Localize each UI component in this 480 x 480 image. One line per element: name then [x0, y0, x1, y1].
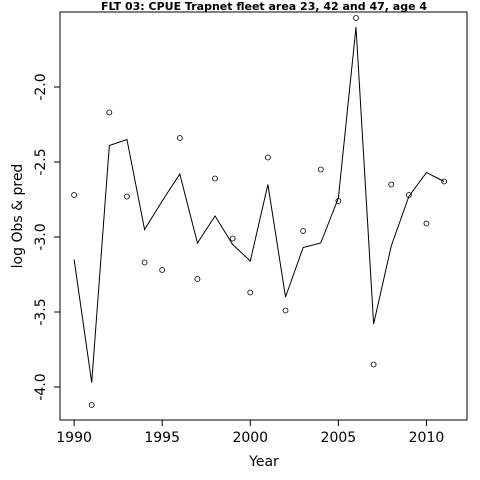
observed-point — [353, 15, 359, 21]
observed-point — [229, 235, 236, 242]
observed-point — [423, 220, 430, 227]
observed-point — [106, 109, 113, 116]
observed-point — [300, 228, 307, 234]
x-axis-label: Year — [248, 454, 279, 470]
observed-point — [265, 154, 271, 161]
plot-frame — [59, 11, 468, 421]
observed-point — [282, 307, 289, 314]
observed-point — [335, 198, 342, 204]
observed-point — [212, 175, 218, 182]
observed-point — [405, 192, 412, 198]
observed-point — [176, 135, 183, 141]
observed-point — [317, 166, 324, 173]
chart-title: FLT 03: CPUE Trapnet fleet area 23, 42 a… — [101, 0, 427, 13]
observed-point — [247, 289, 254, 296]
observed-point — [141, 259, 148, 266]
y-tick-label: -4.0 — [33, 373, 49, 400]
y-tick-label: -2.5 — [33, 148, 49, 175]
y-tick-label: -2.0 — [33, 73, 49, 100]
x-tick-label: 2000 — [232, 430, 268, 446]
observed-point — [441, 178, 447, 185]
y-tick-label: -3.5 — [33, 298, 49, 325]
predicted-line — [73, 26, 445, 383]
observed-points — [71, 15, 447, 408]
x-tick-label: 1990 — [56, 430, 92, 446]
observed-point — [388, 181, 395, 188]
observed-point — [370, 361, 377, 368]
observed-point — [88, 402, 95, 408]
observed-point — [71, 192, 77, 198]
observed-point — [124, 193, 130, 200]
x-tick-label: 1995 — [144, 430, 180, 446]
x-tick-label: 2010 — [409, 430, 445, 446]
x-tick-label: 2005 — [321, 430, 357, 446]
observed-point — [194, 276, 201, 282]
observed-point — [159, 267, 166, 273]
x-axis: 1990 1995 2000 2005 2010 — [56, 420, 444, 446]
y-axis: -4.0 -3.5 -3.0 -2.5 -2.0 — [33, 73, 60, 401]
y-tick-label: -3.0 — [33, 223, 49, 250]
y-axis-label: log Obs & pred — [10, 164, 26, 269]
